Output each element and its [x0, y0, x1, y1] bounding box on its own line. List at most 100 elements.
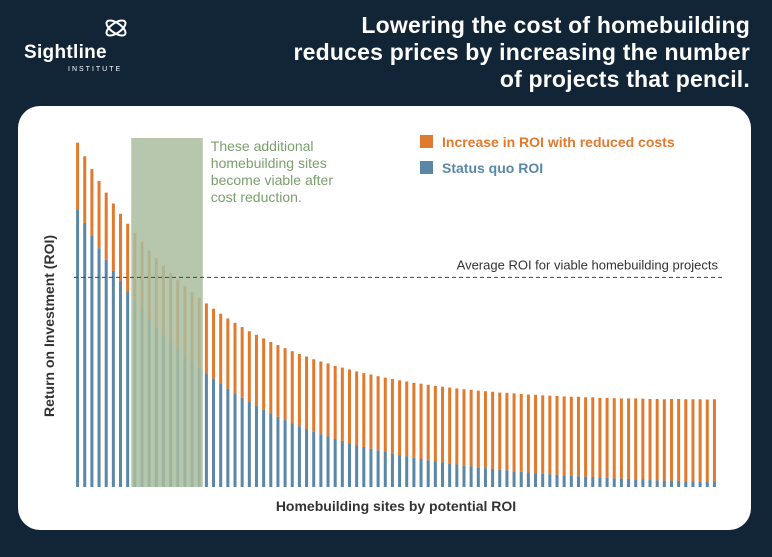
bar-increase-88 — [705, 399, 709, 482]
y-axis-label: Return on Investment (ROI) — [41, 235, 57, 417]
bar-status-quo-24 — [247, 402, 251, 487]
bar-increase-24 — [247, 331, 251, 403]
bar-increase-41 — [369, 374, 373, 449]
bar-increase-57 — [483, 391, 487, 469]
bar-increase-53 — [455, 388, 459, 465]
bar-status-quo-44 — [390, 453, 394, 487]
bar-status-quo-37 — [340, 440, 344, 487]
bar-status-quo-62 — [519, 471, 523, 487]
bar-increase-3 — [97, 180, 101, 249]
bar-increase-40 — [362, 373, 366, 448]
bar-increase-28 — [276, 345, 280, 417]
bar-status-quo-60 — [505, 470, 509, 487]
bar-status-quo-86 — [691, 481, 695, 487]
bar-status-quo-2 — [90, 235, 94, 487]
highlight-annotation-line-0: These additional — [211, 138, 314, 154]
bar-increase-18 — [204, 303, 208, 374]
bar-status-quo-28 — [276, 416, 280, 487]
sightline-logo: Sightline INSTITUTE — [24, 14, 134, 74]
bar-status-quo-58 — [491, 468, 495, 487]
bar-status-quo-88 — [705, 482, 709, 487]
bar-status-quo-55 — [469, 466, 473, 487]
bar-increase-37 — [340, 367, 344, 441]
bar-increase-84 — [677, 398, 681, 481]
bar-status-quo-79 — [641, 479, 645, 487]
bar-increase-42 — [376, 376, 380, 451]
bar-status-quo-38 — [347, 443, 351, 487]
bar-increase-4 — [104, 192, 108, 260]
bar-increase-89 — [712, 399, 716, 482]
bar-status-quo-50 — [433, 461, 437, 487]
bar-increase-27 — [269, 342, 273, 414]
bar-status-quo-68 — [562, 475, 566, 487]
bar-increase-36 — [333, 365, 337, 439]
bar-increase-1 — [83, 156, 87, 223]
highlight-annotation-line-3: cost reduction. — [211, 189, 302, 205]
bar-increase-45 — [398, 380, 402, 456]
legend-label-increase: Increase in ROI with reduced costs — [442, 134, 675, 150]
bar-status-quo-42 — [376, 450, 380, 487]
bar-increase-56 — [476, 390, 480, 468]
bar-status-quo-1 — [83, 222, 87, 487]
bar-status-quo-26 — [262, 409, 266, 487]
bar-increase-39 — [355, 371, 359, 446]
bar-status-quo-29 — [283, 420, 287, 487]
bar-status-quo-48 — [419, 458, 423, 487]
bar-status-quo-6 — [119, 281, 123, 487]
bar-status-quo-47 — [412, 457, 416, 487]
bar-increase-7 — [126, 223, 130, 292]
bar-increase-62 — [519, 393, 523, 472]
bar-status-quo-67 — [555, 474, 559, 487]
bar-increase-74 — [605, 397, 609, 478]
viable-sites-highlight — [131, 138, 203, 487]
bar-increase-69 — [569, 396, 573, 476]
bar-increase-33 — [312, 359, 316, 432]
bar-increase-26 — [262, 338, 266, 410]
bar-status-quo-80 — [648, 480, 652, 487]
bar-increase-54 — [462, 389, 466, 466]
legend: Increase in ROI with reduced costs Statu… — [420, 134, 675, 176]
bar-increase-38 — [347, 369, 351, 444]
bar-status-quo-70 — [576, 476, 580, 487]
bar-status-quo-25 — [254, 405, 258, 487]
roi-chart: Average ROI for viable homebuilding proj… — [41, 134, 722, 514]
bar-increase-25 — [254, 334, 258, 406]
bar-status-quo-21 — [226, 388, 230, 487]
bar-increase-21 — [226, 318, 230, 389]
bar-increase-20 — [219, 313, 223, 384]
headline: Lowering the cost of homebuilding reduce… — [293, 12, 750, 92]
bar-status-quo-61 — [512, 471, 516, 487]
bar-status-quo-18 — [204, 373, 208, 487]
bar-status-quo-53 — [455, 464, 459, 487]
bar-status-quo-23 — [240, 397, 244, 487]
bar-status-quo-81 — [655, 480, 659, 487]
bar-increase-52 — [448, 387, 452, 464]
bar-status-quo-82 — [662, 480, 666, 487]
bar-status-quo-19 — [212, 378, 216, 487]
bar-status-quo-76 — [619, 478, 623, 487]
bar-status-quo-71 — [584, 476, 588, 487]
bar-status-quo-7 — [126, 291, 130, 487]
legend-label-status-quo: Status quo ROI — [442, 160, 543, 176]
bar-increase-0 — [76, 142, 80, 210]
bar-status-quo-20 — [219, 383, 223, 487]
bar-status-quo-73 — [598, 477, 602, 487]
bar-status-quo-64 — [534, 473, 538, 487]
bar-increase-58 — [491, 391, 495, 469]
logo-name: Sightline — [24, 42, 107, 63]
bar-increase-46 — [405, 381, 409, 457]
x-axis-label: Homebuilding sites by potential ROI — [276, 498, 516, 514]
bar-status-quo-69 — [569, 475, 573, 487]
bar-increase-59 — [498, 392, 502, 470]
legend-swatch-status-quo — [420, 161, 433, 174]
bar-increase-85 — [684, 399, 688, 482]
bar-status-quo-74 — [605, 477, 609, 487]
highlight-annotation-line-2: become viable after — [211, 172, 334, 188]
bar-status-quo-43 — [383, 452, 387, 487]
bar-status-quo-49 — [426, 460, 430, 487]
average-roi-label: Average ROI for viable homebuilding proj… — [457, 257, 719, 272]
bar-increase-35 — [326, 363, 330, 437]
bar-status-quo-22 — [233, 393, 237, 487]
bar-increase-68 — [562, 396, 566, 476]
bar-status-quo-56 — [476, 467, 480, 487]
